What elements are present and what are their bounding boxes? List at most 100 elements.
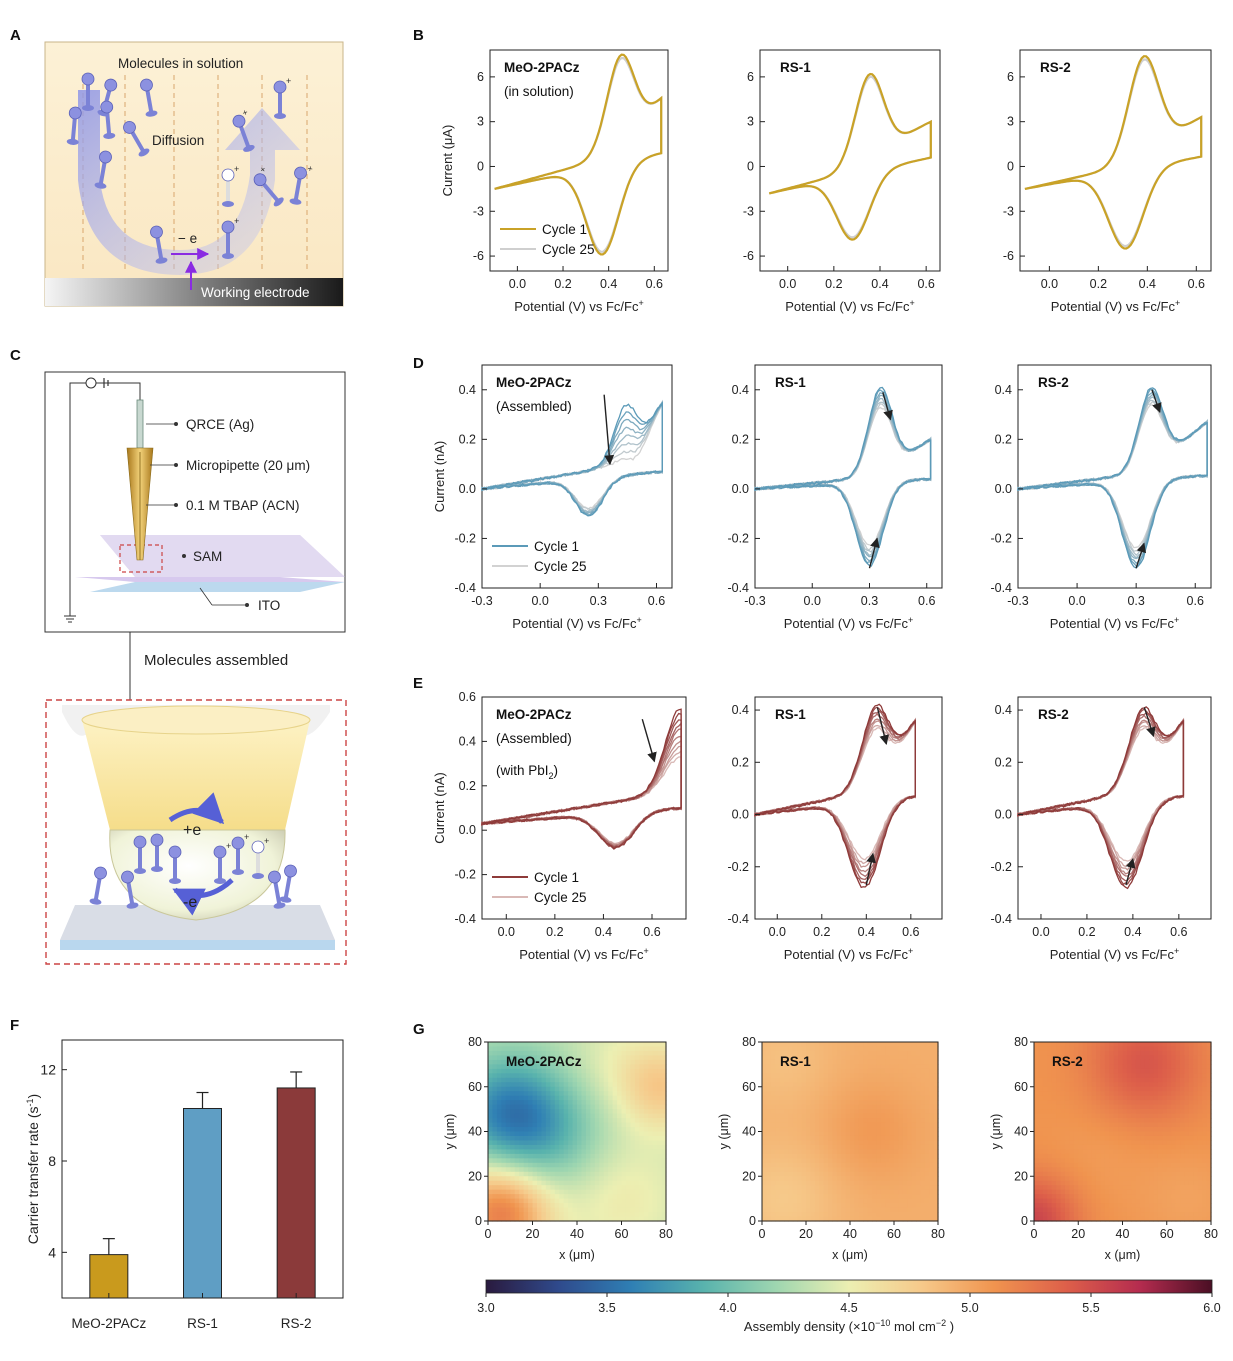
heatmap-cell xyxy=(907,1059,913,1065)
heatmap-cell xyxy=(819,1050,825,1057)
heatmap-cell xyxy=(514,1149,520,1155)
heatmap-cell xyxy=(841,1140,847,1146)
heatmap-cell xyxy=(850,1059,855,1065)
heatmap-cell xyxy=(858,1127,864,1133)
heatmap-cell xyxy=(775,1185,781,1191)
y-tick-label: 0.0 xyxy=(995,482,1012,496)
heatmap-cell xyxy=(661,1127,667,1133)
heatmap-cell xyxy=(1082,1194,1088,1200)
heatmap-cell xyxy=(832,1167,838,1173)
y-tick-label: 40 xyxy=(468,1125,482,1139)
heatmap-cell xyxy=(1073,1144,1079,1150)
heatmap-cell xyxy=(581,1055,587,1061)
heatmap-cell xyxy=(920,1073,926,1079)
heatmap-cell xyxy=(898,1122,904,1128)
heatmap-cell xyxy=(554,1086,560,1092)
heatmap-cell xyxy=(657,1216,663,1222)
x-tick-label: 60 xyxy=(615,1227,629,1241)
heatmap-cell xyxy=(876,1042,882,1048)
heatmap-cell xyxy=(1188,1158,1194,1164)
heatmap-cell xyxy=(779,1042,785,1048)
heatmap-cell xyxy=(863,1109,869,1115)
heatmap-cell xyxy=(1206,1055,1212,1061)
heatmap-cell xyxy=(920,1153,926,1159)
heatmap-cell xyxy=(797,1122,803,1128)
heatmap-cell xyxy=(929,1135,935,1142)
heatmap-cell xyxy=(784,1046,789,1052)
heatmap-cell xyxy=(501,1198,507,1204)
heatmap-cell xyxy=(1144,1095,1150,1101)
heatmap-cell xyxy=(779,1104,785,1110)
heatmap-cell xyxy=(639,1113,645,1119)
heatmap-cell xyxy=(496,1118,502,1124)
heatmap-cell xyxy=(550,1100,556,1106)
chart-title: RS-2 xyxy=(1038,375,1069,390)
heatmap-cell xyxy=(1087,1100,1093,1106)
heatmap-cell xyxy=(836,1104,842,1110)
heatmap-cell xyxy=(841,1171,847,1177)
heatmap-cell xyxy=(850,1158,855,1164)
heatmap-cell xyxy=(541,1082,547,1088)
heatmap-cell xyxy=(590,1207,596,1213)
heatmap-cell xyxy=(1206,1127,1212,1133)
heatmap-cell xyxy=(1197,1127,1203,1133)
heatmap-cell xyxy=(775,1140,781,1146)
heatmap-cell xyxy=(854,1082,860,1088)
heatmap-cell xyxy=(854,1158,860,1164)
heatmap-cell xyxy=(585,1086,591,1092)
heatmap-cell xyxy=(496,1086,502,1092)
heatmap-cell xyxy=(929,1189,935,1195)
heatmap-cell xyxy=(1118,1131,1124,1137)
heatmap-cell xyxy=(1193,1122,1199,1128)
heatmap-cell xyxy=(836,1095,842,1101)
heatmap-cell xyxy=(634,1113,640,1119)
heatmap-cell xyxy=(1104,1095,1110,1101)
heatmap-cell xyxy=(1184,1109,1190,1115)
heatmap-cell xyxy=(514,1131,520,1137)
heatmap-cell xyxy=(1104,1153,1110,1159)
heatmap-cell xyxy=(1095,1095,1101,1101)
x-tick-label: -0.3 xyxy=(744,594,766,608)
heatmap-cell xyxy=(1206,1064,1212,1070)
heatmap-cell xyxy=(581,1082,587,1088)
heatmap-cell xyxy=(1122,1144,1128,1150)
heatmap-cell xyxy=(880,1055,886,1061)
heatmap-cell xyxy=(1118,1073,1124,1079)
heatmap-cell xyxy=(902,1216,908,1222)
heatmap-cell xyxy=(1197,1149,1203,1155)
heatmap-cell xyxy=(1197,1068,1203,1074)
heatmap-cell xyxy=(1202,1180,1208,1186)
heatmap-cell xyxy=(832,1176,838,1182)
heatmap-cell xyxy=(1113,1122,1119,1128)
heatmap-cell xyxy=(1206,1100,1212,1106)
heatmap-cell xyxy=(639,1109,645,1115)
heatmap-cell xyxy=(828,1176,833,1182)
heatmap-cell xyxy=(775,1068,781,1074)
heatmap-cell xyxy=(924,1185,930,1191)
heatmap-cell xyxy=(1135,1149,1141,1155)
heatmap-cell xyxy=(594,1131,600,1137)
heatmap-cell xyxy=(581,1122,587,1128)
heatmap-cell xyxy=(563,1122,569,1128)
heatmap-cell xyxy=(505,1073,511,1079)
heatmap-cell xyxy=(1073,1149,1079,1155)
heatmap-cell xyxy=(612,1194,618,1200)
heatmap-cell xyxy=(1078,1118,1084,1124)
heatmap-cell xyxy=(898,1109,904,1115)
heatmap-cell xyxy=(639,1055,645,1061)
heatmap-cell xyxy=(902,1113,908,1119)
heatmap-cell xyxy=(1056,1104,1062,1110)
heatmap-cell xyxy=(572,1135,578,1142)
heatmap-cell xyxy=(617,1073,623,1079)
heatmap-cell xyxy=(581,1144,587,1150)
heatmap-cell xyxy=(1157,1091,1163,1097)
heatmap-cell xyxy=(792,1127,798,1133)
chart-title: RS-1 xyxy=(775,375,806,390)
heatmap-cell xyxy=(1149,1050,1155,1057)
heatmap-cell xyxy=(550,1109,556,1115)
heatmap-cell xyxy=(810,1127,816,1133)
heatmap-cell xyxy=(590,1212,596,1218)
heatmap-cell xyxy=(563,1077,569,1083)
plot-frame xyxy=(1019,49,1212,272)
heatmap-cell xyxy=(501,1073,507,1079)
